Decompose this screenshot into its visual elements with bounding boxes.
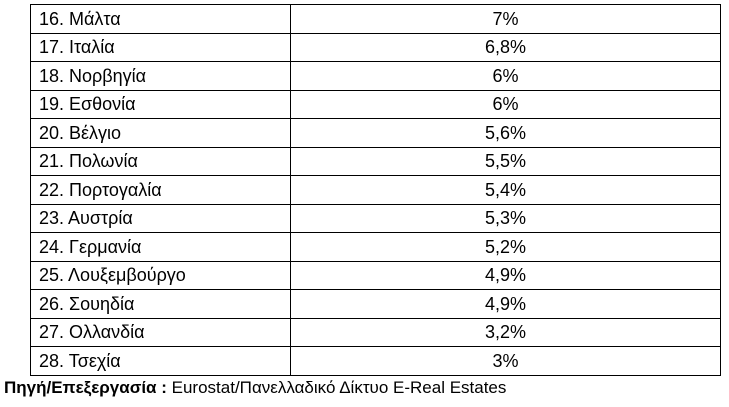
country-cell: 18. Νορβηγία: [30, 61, 291, 91]
table-row: 25. Λουξεμβούργο 4,9%: [30, 260, 721, 290]
table-row: 21. Πολωνία 5,5%: [30, 146, 721, 176]
country-cell: 28. Τσεχία: [30, 346, 291, 376]
value-cell: 3%: [290, 346, 721, 376]
table-row: 22. Πορτογαλία 5,4%: [30, 175, 721, 205]
country-cell: 22. Πορτογαλία: [30, 175, 291, 205]
table-row: 17. Ιταλία 6,8%: [30, 32, 721, 62]
country-cell: 24. Γερμανία: [30, 232, 291, 262]
table-row: 24. Γερμανία 5,2%: [30, 232, 721, 262]
table-row: 26. Σουηδία 4,9%: [30, 289, 721, 319]
country-cell: 19. Εσθονία: [30, 89, 291, 119]
country-cell: 21. Πολωνία: [30, 146, 291, 176]
table-row: 19. Εσθονία 6%: [30, 89, 721, 119]
value-cell: 4,9%: [290, 260, 721, 290]
source-note: Πηγή/Επεξεργασία : Eurostat/Πανελλαδικό …: [4, 377, 506, 399]
value-cell: 6%: [290, 89, 721, 119]
source-text: Eurostat/Πανελλαδικό Δίκτυο E-Real Estat…: [166, 378, 507, 397]
country-cell: 23. Αυστρία: [30, 203, 291, 233]
value-cell: 4,9%: [290, 289, 721, 319]
value-cell: 6,8%: [290, 32, 721, 62]
table-row: 20. Βέλγιο 5,6%: [30, 118, 721, 148]
country-cell: 20. Βέλγιο: [30, 118, 291, 148]
table-row: 28. Τσεχία 3%: [30, 346, 721, 376]
value-cell: 7%: [290, 4, 721, 34]
value-cell: 5,5%: [290, 146, 721, 176]
country-cell: 25. Λουξεμβούργο: [30, 260, 291, 290]
data-table-container: 16. Μάλτα 7% 17. Ιταλία 6,8% 18. Νορβηγία 6% 1…: [30, 4, 721, 376]
country-rate-table: 16. Μάλτα 7% 17. Ιταλία 6,8% 18. Νορβηγία 6% 1…: [30, 4, 721, 376]
country-cell: 26. Σουηδία: [30, 289, 291, 319]
table-row: 18. Νορβηγία 6%: [30, 61, 721, 91]
value-cell: 5,2%: [290, 232, 721, 262]
country-cell: 16. Μάλτα: [30, 4, 291, 34]
table-row: 23. Αυστρία 5,3%: [30, 203, 721, 233]
table-body: 16. Μάλτα 7% 17. Ιταλία 6,8% 18. Νορβηγία 6% 1…: [30, 4, 721, 376]
value-cell: 5,6%: [290, 118, 721, 148]
value-cell: 6%: [290, 61, 721, 91]
country-cell: 27. Ολλανδία: [30, 317, 291, 347]
value-cell: 5,4%: [290, 175, 721, 205]
value-cell: 5,3%: [290, 203, 721, 233]
source-label: Πηγή/Επεξεργασία :: [4, 378, 167, 397]
value-cell: 3,2%: [290, 317, 721, 347]
table-row: 16. Μάλτα 7%: [30, 4, 721, 34]
table-row: 27. Ολλανδία 3,2%: [30, 317, 721, 347]
country-cell: 17. Ιταλία: [30, 32, 291, 62]
